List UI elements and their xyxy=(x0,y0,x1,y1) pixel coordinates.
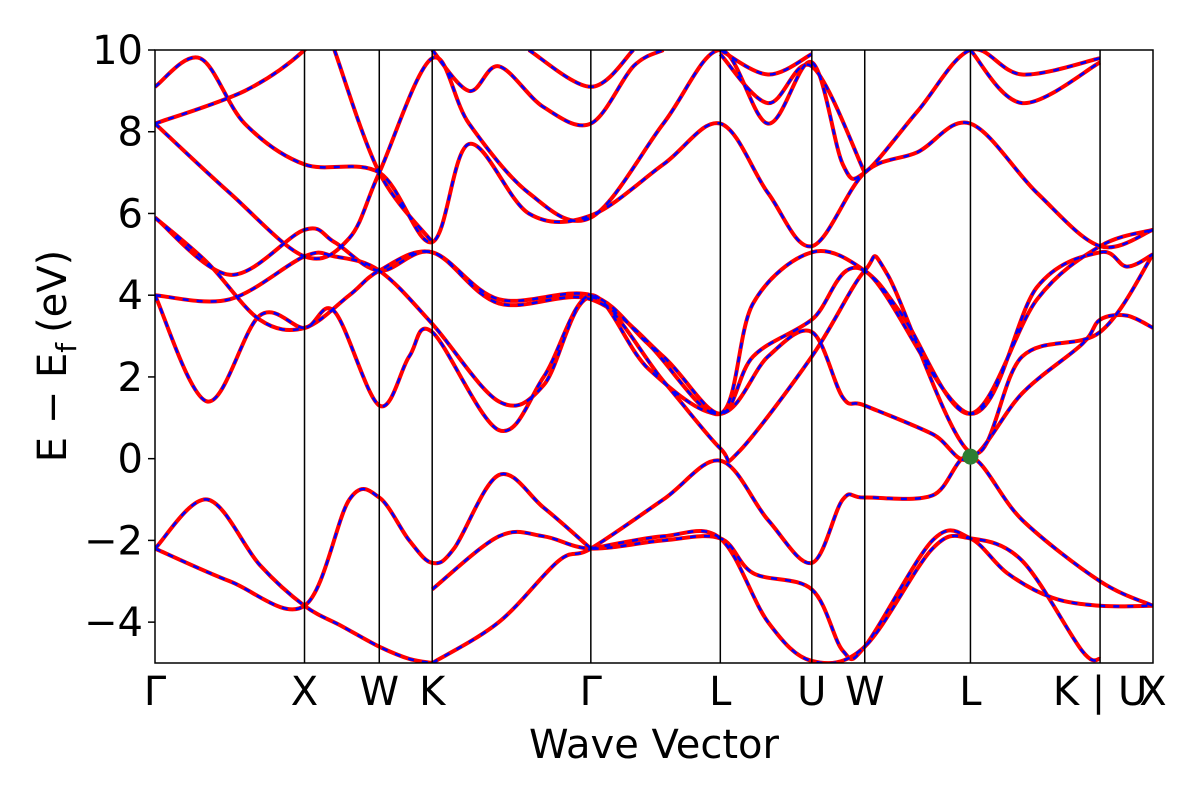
y-tick-label: −4 xyxy=(84,600,143,646)
y-tick-label: 8 xyxy=(118,110,143,156)
band-line-dashed-10 xyxy=(155,56,1153,249)
x-tick-label: Γ xyxy=(580,669,603,715)
x-tick-label: Γ xyxy=(144,669,167,715)
y-axis-label-unit: (eV) xyxy=(30,250,76,333)
x-tick-label: K | U xyxy=(1053,669,1147,715)
y-tick-label: 6 xyxy=(118,191,143,237)
band-line-0 xyxy=(155,497,433,663)
x-axis-label: Wave Vector xyxy=(529,722,780,768)
band-line-15 xyxy=(719,50,813,77)
y-tick-label: 0 xyxy=(118,437,143,483)
x-tick-label: X xyxy=(1139,669,1166,715)
degeneracy-marker xyxy=(962,448,979,465)
band-line-14 xyxy=(527,50,635,89)
band-line-11 xyxy=(155,50,308,126)
y-tick-label: 2 xyxy=(118,355,143,401)
band-line-dashed-3 xyxy=(431,455,1153,663)
y-tick-label: 4 xyxy=(118,273,143,319)
y-axis-label-main: E − E xyxy=(30,353,76,463)
band-line-dashed-11 xyxy=(155,50,307,125)
band-line-dashed-9 xyxy=(155,50,1101,260)
markers xyxy=(962,448,979,465)
x-tick-label: L xyxy=(709,669,732,715)
x-tick-label: K xyxy=(419,669,447,715)
band-line-9 xyxy=(155,50,1101,261)
y-axis-label-subscript: f xyxy=(50,342,83,353)
band-line-3 xyxy=(431,454,1153,663)
band-line-dashed-1 xyxy=(155,472,592,611)
x-tick-label: W xyxy=(359,669,399,715)
x-tick-label: U xyxy=(797,669,826,715)
y-tick-label: −2 xyxy=(84,518,143,564)
band-line-7 xyxy=(155,216,1153,416)
plot-area xyxy=(154,49,1154,664)
band-line-dashed-17 xyxy=(969,50,1101,105)
band-line-16 xyxy=(718,52,867,174)
band-line-dashed-0 xyxy=(155,498,433,663)
band-line-dashed-16 xyxy=(719,53,866,174)
y-axis-ticks: −4 −2 0 2 4 6 8 10 xyxy=(84,28,155,646)
band-line-5 xyxy=(155,293,1153,462)
x-tick-label: L xyxy=(959,669,982,715)
band-line-dashed-2 xyxy=(431,529,1153,661)
y-tick-label: 10 xyxy=(92,28,143,74)
band-line-dashed-4 xyxy=(590,529,1101,663)
band-line-dashed-13 xyxy=(431,50,664,127)
plot-frame xyxy=(154,49,1154,664)
x-tick-label: X xyxy=(291,669,318,715)
high-symmetry-lines xyxy=(303,50,1101,663)
band-line-4 xyxy=(590,529,1101,663)
band-line-13 xyxy=(430,50,665,128)
y-axis-label: E − Ef (eV) xyxy=(30,250,83,463)
x-tick-label: W xyxy=(845,669,885,715)
